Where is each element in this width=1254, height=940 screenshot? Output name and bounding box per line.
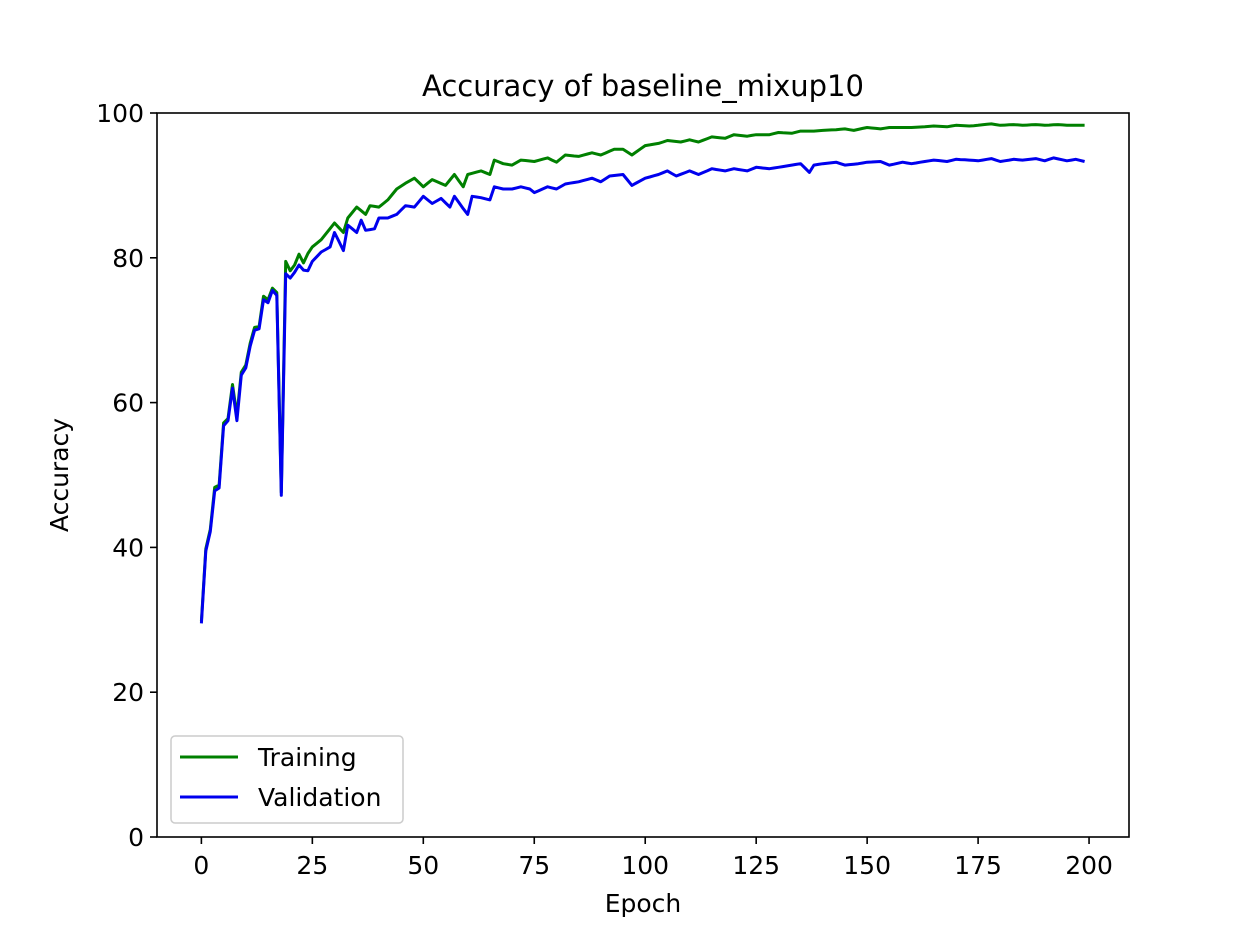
legend: Training Validation [170, 735, 404, 824]
plot-frame [156, 112, 1130, 838]
y-tick-label: 0 [128, 823, 144, 852]
x-tick-label: 175 [954, 851, 1002, 880]
legend-validation-label: Validation [258, 783, 381, 812]
x-tick-label: 0 [193, 851, 209, 880]
x-tick-label: 100 [621, 851, 669, 880]
x-tick-label: 125 [732, 851, 780, 880]
chart-title: Accuracy of baseline_mixup10 [422, 69, 864, 103]
plot-area [199, 122, 1085, 624]
y-tick-label: 60 [112, 389, 144, 418]
x-tick-label: 25 [296, 851, 328, 880]
x-tick-label: 75 [518, 851, 550, 880]
y-tick-label: 100 [96, 99, 144, 128]
axes: 0 25 50 75 100 125 150 175 200 0 20 40 60 80 100 [96, 99, 1113, 880]
legend-training-label: Training [257, 743, 357, 772]
x-axis-label: Epoch [605, 889, 682, 918]
x-tick-label: 200 [1065, 851, 1113, 880]
series-line-validation [199, 156, 1085, 624]
y-tick-label: 20 [112, 678, 144, 707]
series-line-training [199, 122, 1085, 622]
y-axis-label: Accuracy [45, 418, 74, 532]
x-tick-label: 150 [843, 851, 891, 880]
y-tick-label: 40 [112, 533, 144, 562]
y-tick-label: 80 [112, 244, 144, 273]
x-tick-label: 50 [407, 851, 439, 880]
